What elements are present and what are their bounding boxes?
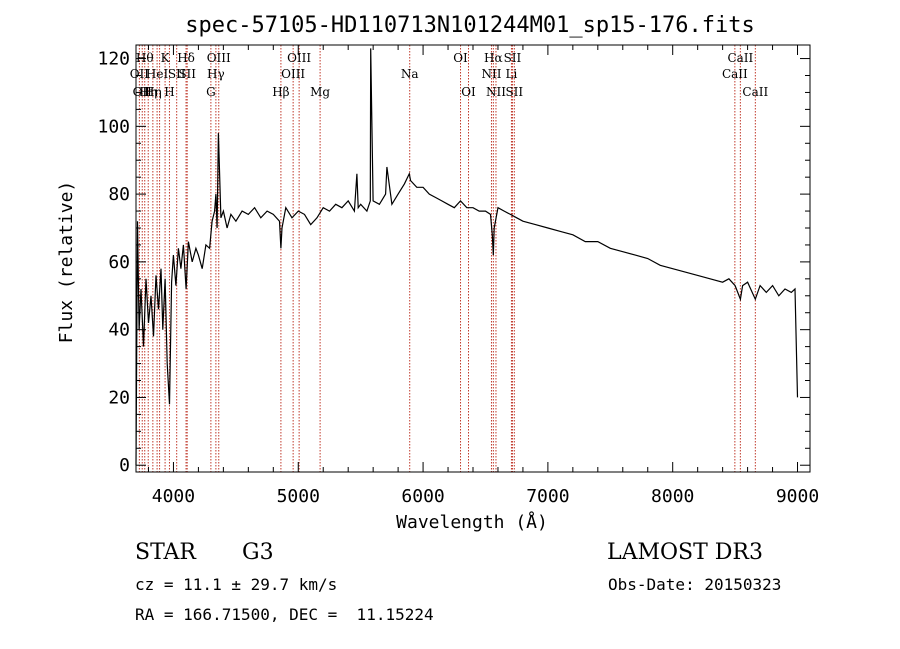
y-tick-label: 60: [108, 252, 130, 273]
obs-date: Obs-Date: 20150323: [608, 575, 782, 594]
x-tick-label: 6000: [401, 486, 444, 507]
object-class: STAR: [135, 540, 196, 565]
line-marker-label: OIII: [281, 67, 305, 81]
object-subclass: G3: [242, 540, 274, 565]
line-marker-label: NII: [481, 67, 501, 81]
line-marker-label: Mg: [310, 85, 330, 99]
line-marker-label: SII: [505, 85, 523, 99]
line-marker-label: Hδ: [177, 51, 195, 65]
plot-frame: [135, 44, 811, 473]
x-tick-label: 7000: [526, 486, 569, 507]
line-marker-label: H: [164, 85, 174, 99]
line-marker-label: OI: [453, 51, 468, 65]
line-marker-label: Hθ: [136, 51, 154, 65]
x-tick-label: 9000: [776, 486, 819, 507]
line-marker-label: SII: [504, 51, 522, 65]
survey-name: LAMOST DR3: [607, 540, 763, 565]
line-marker-label: Hγ: [207, 67, 225, 81]
x-tick-label: 4000: [152, 486, 195, 507]
x-axis-ticks: 4000 5000 6000 7000 8000 9000: [147, 45, 819, 507]
y-axis-label: Flux (relative): [56, 181, 77, 344]
line-marker-label: Li: [506, 67, 518, 81]
line-marker-label: OIII: [207, 51, 231, 65]
coordinates: RA = 166.71500, DEC = 11.15224: [135, 605, 434, 624]
line-marker-label: HeI: [146, 67, 169, 81]
line-marker-label: CaII: [727, 51, 753, 65]
line-marker-label: Na: [401, 67, 419, 81]
line-marker-label: K: [161, 51, 171, 65]
x-tick-label: 8000: [651, 486, 694, 507]
y-tick-label: 80: [108, 184, 130, 205]
line-marker-label: Hη: [144, 85, 162, 99]
line-marker-label: G: [206, 85, 216, 99]
line-marker-label: SII: [178, 67, 196, 81]
x-axis-label: Wavelength (Å): [396, 511, 548, 533]
line-marker-label: OII: [130, 67, 150, 81]
line-marker-label: NII: [486, 85, 506, 99]
y-tick-label: 20: [108, 387, 130, 408]
spectrum-line: [135, 48, 799, 466]
redshift-readout: cz = 11.1 ± 29.7 km/s: [135, 575, 338, 594]
line-marker-label: CaII: [742, 85, 768, 99]
line-marker-label: Hα: [484, 51, 503, 65]
x-tick-label: 5000: [277, 486, 320, 507]
y-tick-label: 40: [108, 320, 130, 341]
y-tick-label: 0: [119, 455, 130, 476]
line-marker-label: Hβ: [272, 85, 289, 99]
chart-title: spec-57105-HD110713N101244M01_sp15-176.f…: [185, 13, 755, 38]
line-marker-label: CaII: [722, 67, 748, 81]
y-axis-ticks: 0 20 40 60 80 100 120: [97, 49, 810, 476]
line-marker-label: OII: [133, 85, 153, 99]
line-marker-label: SII: [168, 67, 186, 81]
y-tick-label: 120: [97, 49, 130, 70]
line-markers: [138, 45, 756, 472]
line-marker-label: OIII: [287, 51, 311, 65]
line-marker-label: Hη: [139, 85, 157, 99]
line-marker-label: OI: [461, 85, 476, 99]
y-tick-label: 100: [97, 116, 130, 137]
